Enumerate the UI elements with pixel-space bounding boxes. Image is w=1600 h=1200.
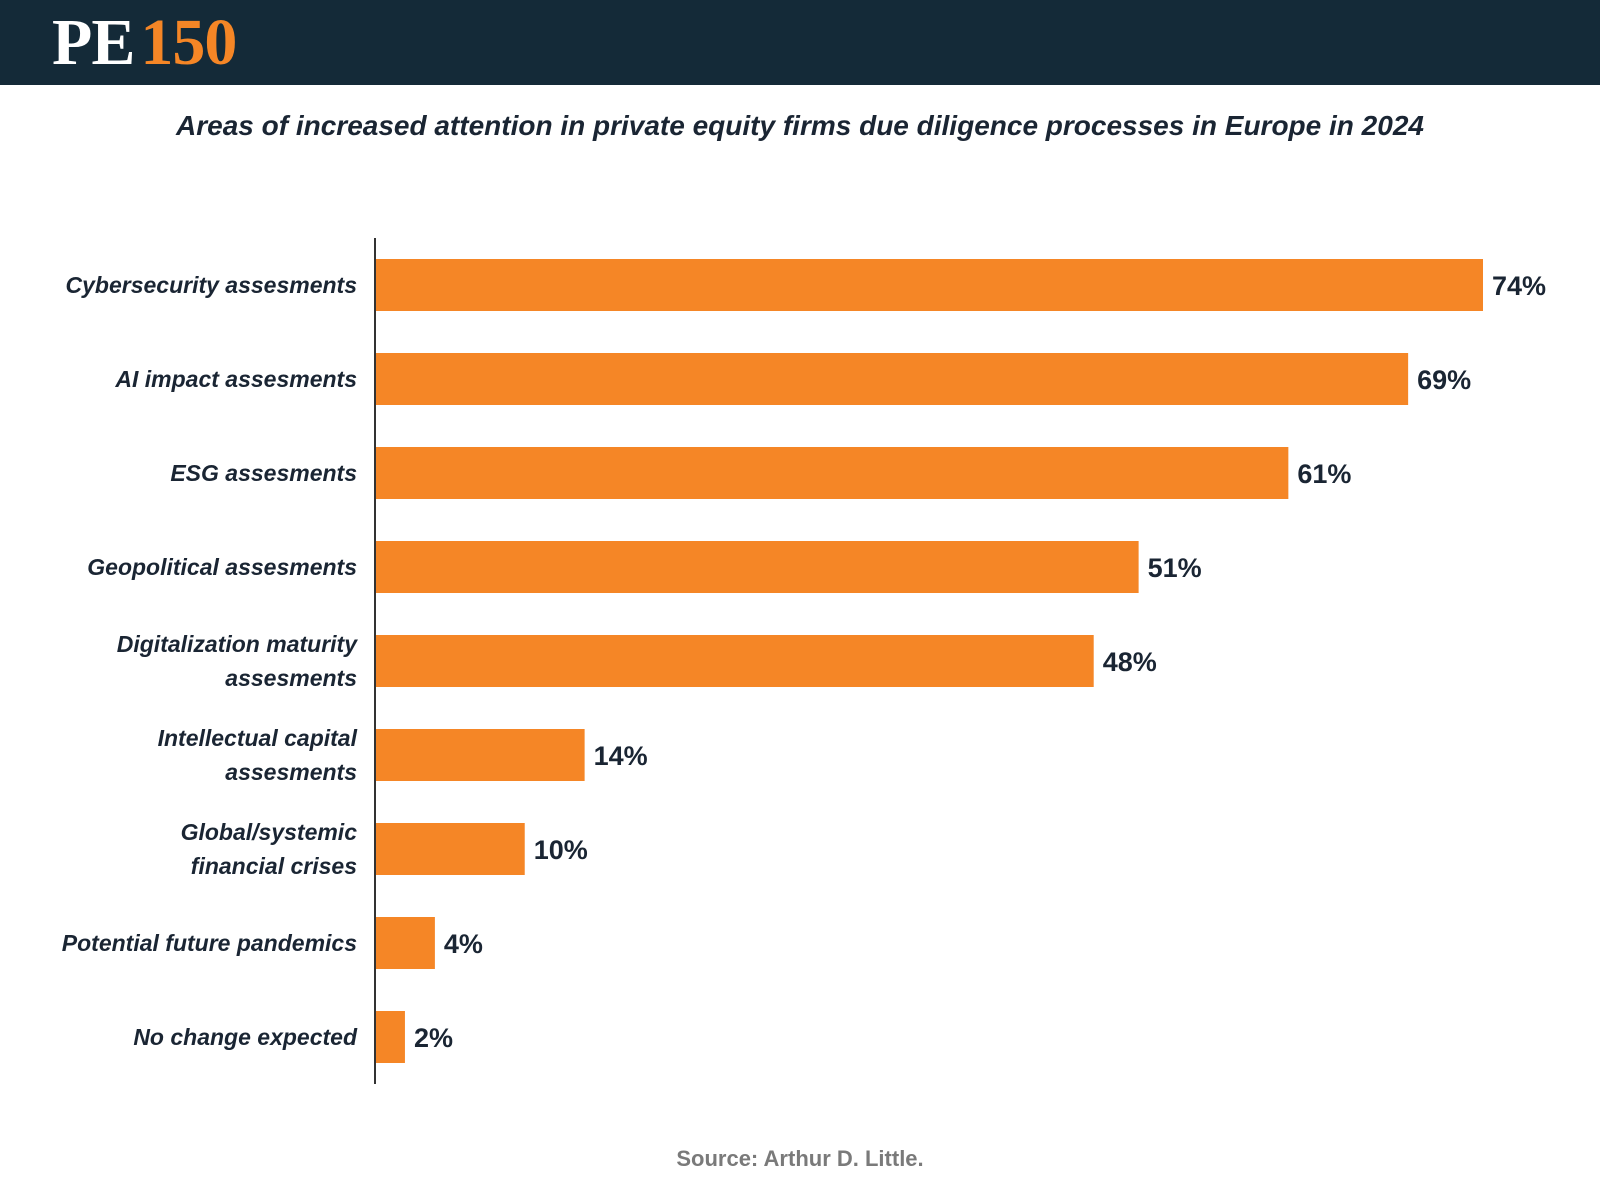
category-label-line: Potential future pandemics <box>62 930 357 956</box>
value-label: 10% <box>534 835 588 865</box>
category-label-line: assesments <box>225 759 357 785</box>
bar <box>375 823 525 875</box>
value-label: 14% <box>594 741 648 771</box>
category-label-line: ESG assesments <box>170 460 357 486</box>
category-label: Potential future pandemics <box>62 930 357 956</box>
category-label-line: Global/systemic <box>181 819 358 845</box>
value-label: 61% <box>1297 459 1351 489</box>
category-label-line: assesments <box>225 665 357 691</box>
bar <box>375 1011 405 1063</box>
category-label: AI impact assesments <box>114 366 357 392</box>
bar <box>375 635 1094 687</box>
value-label: 74% <box>1492 271 1546 301</box>
category-label: Geopolitical assesments <box>87 554 357 580</box>
value-label: 2% <box>414 1023 453 1053</box>
pe150-logo: PE150 <box>52 6 237 79</box>
chart-title: Areas of increased attention in private … <box>176 110 1424 141</box>
source-note: Source: Arthur D. Little. <box>676 1146 924 1171</box>
logo-number-text: 150 <box>140 6 237 79</box>
category-label-line: Digitalization maturity <box>117 631 358 657</box>
category-label-line: financial crises <box>191 853 357 879</box>
bar-chart: 74% Cybersecurity assesments 69% AI impact … <box>62 238 1546 1084</box>
category-label: ESG assesments <box>170 460 357 486</box>
category-label-line: Geopolitical assesments <box>87 554 357 580</box>
value-label: 48% <box>1103 647 1157 677</box>
bar <box>375 729 585 781</box>
bar <box>375 259 1483 311</box>
bar <box>375 353 1409 405</box>
bar <box>375 917 435 969</box>
bar <box>375 447 1289 499</box>
category-label: Cybersecurity assesments <box>66 272 358 298</box>
category-label-line: Intellectual capital <box>158 725 358 751</box>
value-label: 51% <box>1148 553 1202 583</box>
category-label: Intellectual capital assesments <box>158 725 358 785</box>
category-label: Digitalization maturity assesments <box>117 631 358 691</box>
category-label: Global/systemic financial crises <box>181 819 358 879</box>
category-label-line: AI impact assesments <box>114 366 357 392</box>
category-label-line: No change expected <box>133 1024 358 1050</box>
category-label: No change expected <box>133 1024 358 1050</box>
header-bar: PE150 <box>0 0 1600 85</box>
bar <box>375 541 1139 593</box>
value-label: 69% <box>1417 365 1471 395</box>
logo-pe-text: PE <box>52 6 135 79</box>
category-label-line: Cybersecurity assesments <box>66 272 358 298</box>
value-label: 4% <box>444 929 483 959</box>
